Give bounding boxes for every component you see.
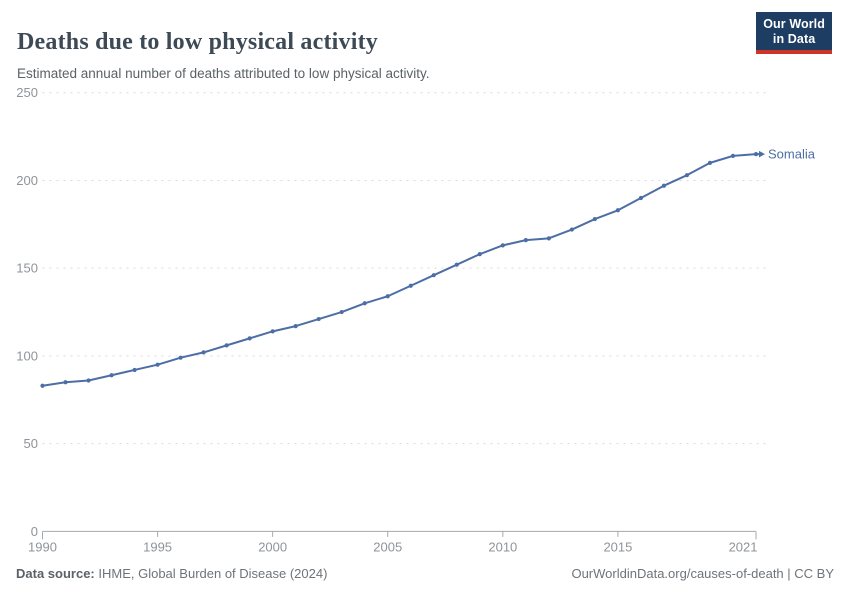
data-point: [86, 378, 91, 383]
data-point: [454, 262, 459, 267]
data-source-label: Data source:: [16, 566, 95, 581]
data-point: [431, 273, 436, 278]
data-point: [592, 216, 597, 222]
data-point: [661, 183, 667, 188]
x-axis-label: 2010: [488, 539, 517, 554]
data-point: [615, 208, 621, 213]
data-point: [707, 160, 713, 165]
data-point: [293, 323, 298, 329]
data-point: [247, 336, 252, 341]
owid-logo: Our World in Data: [756, 12, 832, 54]
x-axis-label: 2015: [603, 539, 632, 554]
data-point: [40, 383, 45, 388]
data-point: [316, 316, 321, 322]
data-source: Data source: IHME, Global Burden of Dise…: [16, 566, 327, 581]
owid-logo-line1: Our World: [763, 17, 825, 31]
y-axis-label: 150: [16, 261, 38, 276]
chart-title: Deaths due to low physical activity: [17, 29, 378, 56]
data-point: [638, 195, 644, 201]
data-point: [178, 355, 183, 360]
license-text: OurWorldinData.org/causes-of-death | CC …: [571, 566, 834, 581]
line-end-arrow-icon: [759, 150, 765, 158]
data-point: [546, 236, 551, 241]
entity-label: Somalia: [768, 146, 816, 161]
chart-footer: Data source: IHME, Global Burden of Dise…: [0, 566, 850, 581]
data-point: [270, 329, 275, 334]
y-axis-label: 0: [31, 524, 38, 539]
owid-logo-line2: in Data: [772, 31, 816, 46]
y-axis-label: 50: [24, 436, 38, 451]
x-axis-label: 1990: [28, 539, 57, 554]
data-point: [569, 227, 574, 232]
data-point: [339, 309, 344, 315]
data-point: [523, 238, 528, 243]
x-axis-label: 2021: [729, 539, 758, 554]
data-point: [63, 380, 68, 385]
y-axis-label: 200: [16, 173, 38, 188]
x-axis-label: 2000: [258, 539, 287, 554]
data-point: [730, 153, 736, 158]
data-point: [155, 362, 160, 367]
data-point: [224, 343, 229, 348]
x-axis-label: 2005: [373, 539, 402, 554]
data-point: [201, 350, 206, 355]
data-point: [500, 243, 505, 248]
data-point: [132, 367, 137, 373]
chart-subtitle: Estimated annual number of deaths attrib…: [17, 65, 430, 81]
data-point: [385, 294, 390, 299]
data-line: [41, 153, 757, 387]
y-axis-label: 100: [16, 348, 38, 363]
data-point: [477, 252, 482, 257]
y-axis-label: 250: [16, 85, 38, 100]
x-axis-label: 1995: [143, 539, 172, 554]
data-point: [684, 173, 690, 178]
data-source-text: IHME, Global Burden of Disease (2024): [98, 566, 328, 581]
data-point: [408, 283, 413, 288]
data-point: [109, 373, 114, 378]
data-point: [362, 301, 367, 306]
